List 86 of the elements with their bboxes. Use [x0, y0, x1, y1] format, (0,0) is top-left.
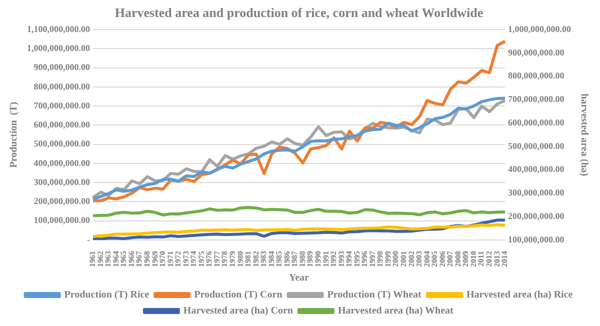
x-tick-label: 1962 [96, 251, 105, 267]
legend-label: Production (T) Wheat [327, 290, 422, 301]
x-tick-label: 1973 [181, 251, 190, 267]
x-tick-label: 1972 [174, 251, 183, 267]
x-tick-label: 1992 [329, 251, 338, 267]
x-tick-label: 1986 [282, 251, 292, 267]
y2-tick-label: 500,000,000.00 [508, 140, 565, 151]
x-tick-label: 2006 [438, 251, 447, 267]
y2-tick-label: 300,000,000.00 [508, 188, 565, 198]
y-tick-label: 400,000,000.00 [34, 158, 90, 168]
y-tick-label: 100,000,000.00 [34, 215, 90, 226]
x-tick-label: 1978 [220, 251, 230, 267]
x-tick-label: 1990 [313, 251, 322, 267]
x-tick-label: 1961 [88, 251, 98, 267]
x-tick-label: 1993 [336, 251, 346, 267]
y-tick-label: 900,000,000.00 [34, 62, 90, 72]
x-tick-label: 1998 [376, 251, 385, 267]
y2-tick-label: 600,000,000.00 [508, 117, 565, 128]
x-tick-label: 2000 [391, 251, 400, 267]
x-tick-label: 1976 [204, 251, 214, 267]
x-tick-label: 1996 [360, 251, 370, 267]
y2-tick-label: 900,000,000.00 [508, 47, 565, 58]
x-tick-label: 1964 [111, 251, 120, 267]
x-tick-label: 2011 [476, 251, 486, 267]
x-tick-label: 1999 [383, 251, 392, 267]
x-tick-label: 1997 [368, 251, 377, 267]
x-tick-label: 1979 [228, 251, 237, 267]
x-tick-label: 2010 [468, 251, 478, 267]
legend-label: Production (T) Corn [194, 290, 283, 301]
x-axis-title: Year [289, 272, 310, 284]
y2-tick-label: 800,000,000.00 [508, 70, 565, 81]
y-tick-label: 700,000,000.00 [34, 100, 90, 110]
x-tick-label: 1968 [142, 251, 152, 267]
x-tick-label: 2014 [500, 251, 510, 267]
x-tick-label: 1980 [236, 251, 245, 267]
x-tick-label: 1963 [104, 251, 113, 267]
y-tick-label: 1,000,000,000.00 [27, 43, 90, 54]
legend-label: Production (T) Rice [64, 290, 150, 301]
x-tick-label: 2001 [399, 251, 408, 267]
y2-axis-title: harvested area (ha) [578, 94, 590, 176]
x-tick-label: 1984 [266, 251, 276, 267]
y-tick-label: 600,000,000.00 [34, 120, 90, 130]
x-tick-label: 1970 [158, 251, 168, 267]
x-tick-label: 1987 [290, 251, 300, 267]
x-tick-label: 2013 [492, 251, 502, 267]
x-tick-label: 1989 [306, 251, 315, 267]
x-tick-label: 1982 [251, 251, 260, 267]
y-axis-title: Production (T) [8, 102, 20, 168]
x-tick-label: 1981 [244, 251, 253, 267]
x-tick-label: 1994 [344, 251, 354, 267]
x-tick-label: 1967 [134, 251, 144, 267]
y2-tick-label: 200,000,000.00 [508, 210, 565, 221]
x-tick-label: 1965 [119, 251, 128, 267]
y2-tick-label: 700,000,000.00 [508, 94, 565, 104]
y-tick-label: 200,000,000.00 [34, 196, 90, 206]
x-tick-label: 1971 [166, 251, 175, 267]
y2-tick-label: 400,000,000.00 [508, 164, 565, 174]
y2-tick-label: 1,000,000,000.00 [508, 24, 572, 34]
y-tick-label: - [87, 234, 90, 244]
x-tick-label: 2004 [422, 251, 432, 267]
x-tick-label: 1995 [352, 251, 362, 267]
x-tick-label: 1991 [321, 251, 330, 267]
x-tick-label: 2009 [461, 251, 470, 267]
x-tick-label: 2002 [406, 251, 416, 267]
legend-label: Harvested area (ha) Rice [466, 290, 574, 301]
x-tick-label: 1966 [126, 251, 136, 267]
y-tick-label: 300,000,000.00 [34, 176, 90, 187]
x-tick-label: 1977 [212, 251, 222, 267]
legend-label: Harvested area (ha) Wheat [338, 306, 454, 317]
x-tick-label: 1974 [189, 251, 198, 267]
x-tick-label: 1988 [298, 251, 307, 267]
x-tick-label: 1969 [150, 251, 160, 267]
x-tick-label: 2005 [430, 251, 440, 267]
y2-tick-label: 100,000,000.00 [508, 234, 565, 244]
x-tick-label: 2003 [414, 251, 424, 267]
x-tick-label: 1983 [259, 251, 268, 267]
y-tick-label: 1,100,000,000.00 [27, 24, 90, 34]
x-tick-label: 1975 [196, 251, 206, 267]
x-tick-label: 1985 [274, 251, 284, 267]
x-tick-label: 2007 [446, 251, 455, 267]
chart-title: Harvested area and production of rice, corn and wheat Worldwide [114, 5, 484, 20]
x-tick-label: 2012 [484, 251, 494, 267]
legend-label: Harvested area (ha) Corn [183, 306, 294, 317]
y-tick-label: 500,000,000.00 [34, 138, 90, 149]
x-tick-label: 2008 [453, 251, 462, 267]
y-tick-label: 800,000,000.00 [34, 81, 90, 92]
